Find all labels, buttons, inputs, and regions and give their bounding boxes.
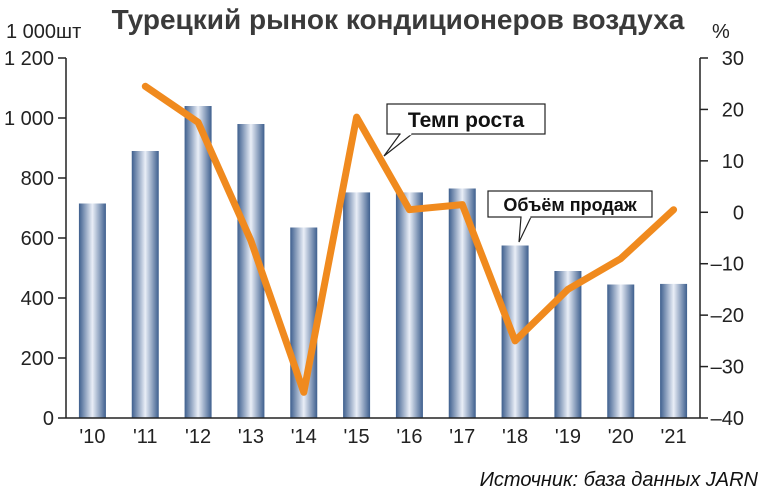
- right-tick-label: 10: [722, 151, 744, 173]
- right-tick-label: 0: [733, 202, 744, 224]
- left-axis-ticks: 0 200 400 600 800 1 000 1 200: [4, 48, 66, 430]
- sales-volume-label: Объём продаж: [503, 195, 636, 215]
- sales-volume-callout-box: [487, 190, 653, 218]
- left-tick-label: 1 200: [4, 48, 54, 70]
- bar-6: [395, 192, 423, 418]
- x-tick-label: '20: [608, 426, 634, 448]
- left-tick-label: 0: [43, 408, 54, 430]
- right-axis-ticks: 30 20 10 0 –10 –20 –30 –40: [700, 48, 744, 430]
- right-tick-label: –40: [711, 408, 744, 430]
- bar-10: [607, 284, 635, 418]
- x-tick-label: '11: [133, 426, 158, 448]
- right-tick-label: –10: [711, 254, 744, 276]
- x-tick-label: '17: [449, 426, 475, 448]
- x-tick-label: '21: [661, 426, 687, 448]
- growth-rate-callout-pointer: [383, 133, 414, 157]
- bar-5: [343, 192, 371, 418]
- x-tick-label: '13: [238, 426, 264, 448]
- right-tick-label: –30: [711, 357, 744, 379]
- sales-volume-callout-pointer: [518, 216, 532, 243]
- left-tick-label: 600: [21, 228, 54, 250]
- x-tick-label: '15: [344, 426, 370, 448]
- growth-rate-line: [141, 82, 678, 396]
- growth-rate-callout-box: [386, 103, 546, 135]
- x-tick-label: '10: [79, 426, 105, 448]
- x-tick-label: '18: [502, 426, 528, 448]
- growth-rate-callout: Темп роста: [383, 103, 546, 157]
- x-tick-label: '12: [185, 426, 211, 448]
- growth-rate-label: Темп роста: [408, 109, 525, 132]
- sales-volume-callout: Объём продаж: [487, 190, 653, 243]
- right-tick-label: –20: [711, 305, 744, 327]
- bar-series: [78, 106, 688, 418]
- chart-title: Турецкий рынок кондиционеров воздуха: [112, 4, 685, 35]
- right-axis-unit: %: [712, 21, 730, 43]
- x-tick-label: '14: [291, 426, 317, 448]
- bar-2: [184, 106, 212, 418]
- left-tick-label: 200: [21, 348, 54, 370]
- right-tick-label: 30: [722, 48, 744, 70]
- x-tick-label: '16: [396, 426, 422, 448]
- x-tick-label: '19: [555, 426, 581, 448]
- right-tick-label: 20: [722, 99, 744, 121]
- left-axis-unit: 1 000шт: [6, 21, 81, 43]
- x-axis-ticks: '10 '11 '12 '13 '14 '15 '16 '17 '18 '19 '20 '21: [79, 426, 686, 448]
- left-tick-label: 400: [21, 288, 54, 310]
- bar-11: [660, 283, 688, 418]
- bar-0: [78, 203, 106, 418]
- source-note: Источник: база данных JARN: [479, 469, 758, 491]
- left-tick-label: 1 000: [4, 108, 54, 130]
- left-tick-label: 800: [21, 168, 54, 190]
- bar-1: [131, 151, 159, 418]
